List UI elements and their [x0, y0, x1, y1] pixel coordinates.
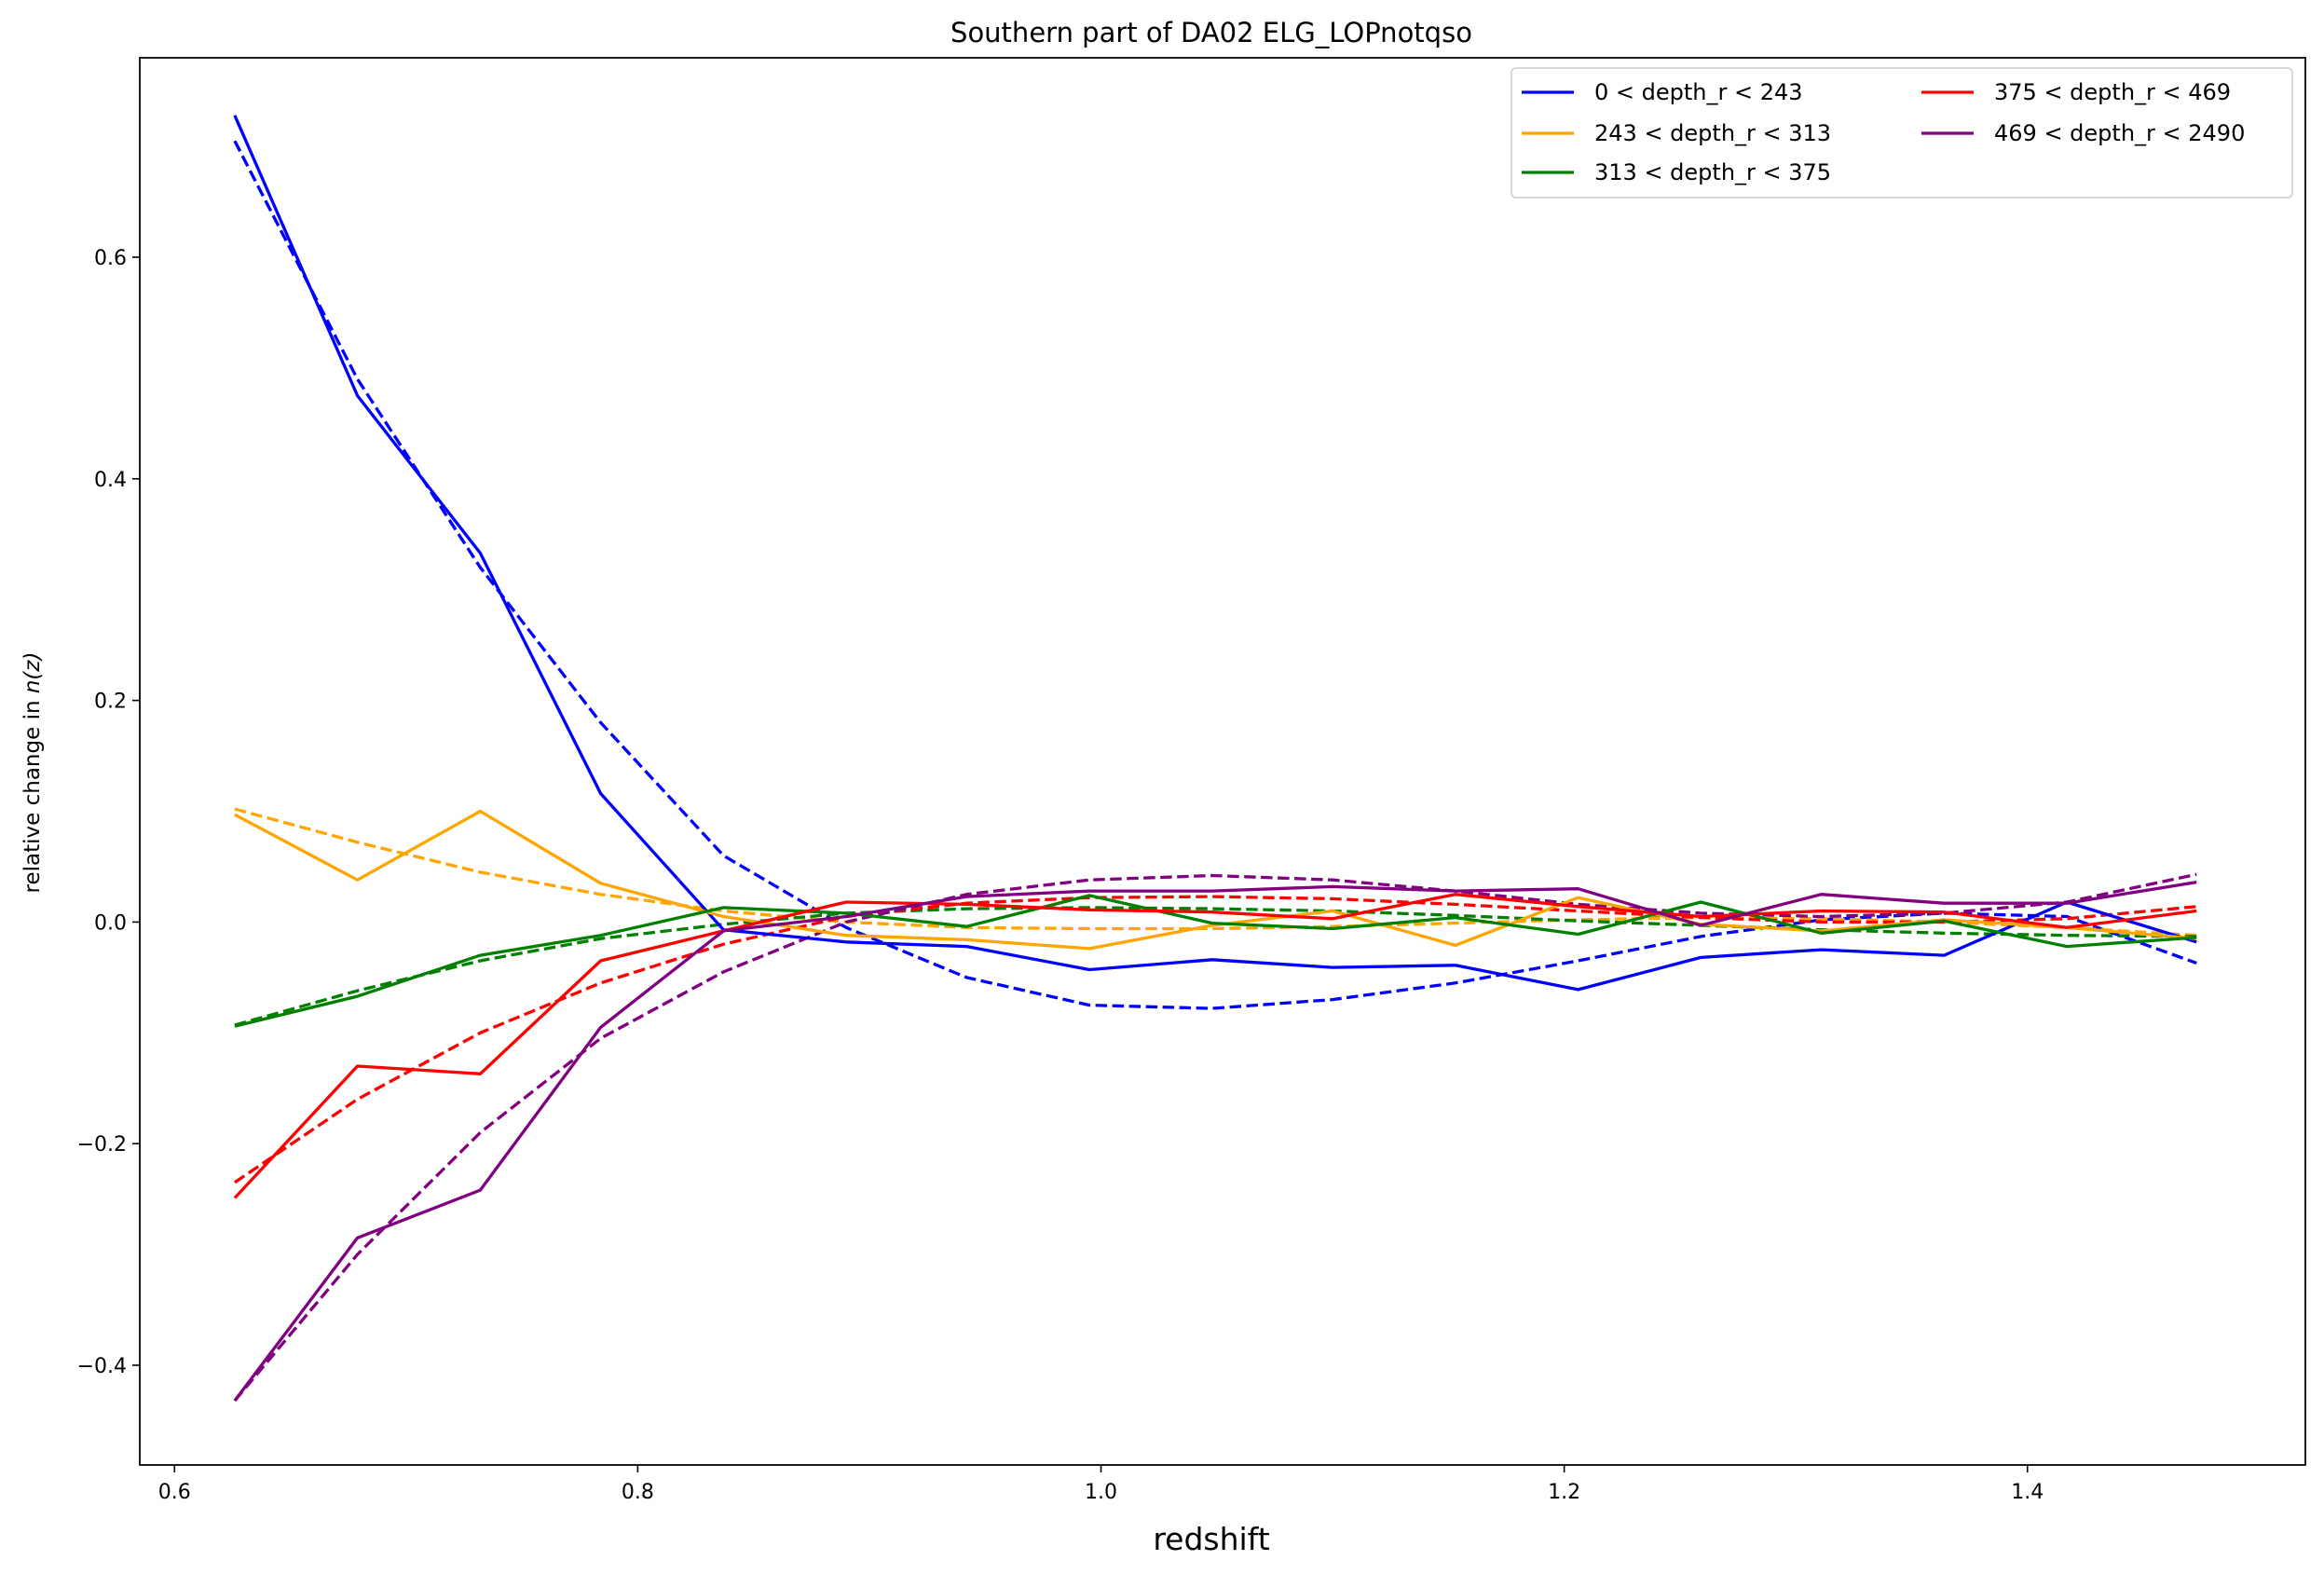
y-axis-label: relative change in n(z) — [21, 652, 45, 894]
series-3-line — [233, 893, 2197, 1199]
chart-title: Southern part of DA02 ELG_LOPnotqso — [950, 17, 1472, 48]
plot-layer: 0.6 0.8 1.0 1.2 1.4 −0.4 −0.2 0.0 0.2 0.4 0.6 — [77, 57, 2306, 1504]
y-tick-label: 0.6 — [94, 247, 127, 270]
legend-label-4: 469 < depth_r < 2490 — [1994, 120, 2245, 146]
legend-label-1: 243 < depth_r < 313 — [1594, 120, 1831, 146]
x-tick-label: 1.4 — [2011, 1481, 2044, 1504]
y-tick-label: 0.4 — [94, 469, 127, 492]
legend: 0 < depth_r < 243 243 < depth_r < 313 313 … — [1511, 67, 2293, 198]
series-2-line — [234, 894, 2197, 1028]
axes-frame — [139, 57, 2306, 1466]
y-tick-label: −0.2 — [77, 1133, 127, 1157]
series-0-line — [233, 115, 2197, 992]
legend-label-3: 375 < depth_r < 469 — [1994, 79, 2231, 105]
x-axis-label: redshift — [1153, 1521, 1269, 1557]
y-tick-label: −0.4 — [77, 1355, 127, 1378]
x-tick-label: 0.6 — [158, 1481, 191, 1504]
series-4-fit-line — [233, 872, 2197, 1403]
series-1-line — [234, 809, 2197, 951]
y-tick-label: 0.2 — [94, 691, 127, 714]
y-axis-label-text: relative change in — [21, 693, 45, 893]
series-2-fit-line — [234, 906, 2197, 1027]
legend-label-0: 0 < depth_r < 243 — [1594, 79, 1803, 105]
x-tick-label: 1.0 — [1085, 1481, 1117, 1504]
x-tick-label: 0.8 — [622, 1481, 654, 1504]
series-4-line — [233, 880, 2197, 1402]
y-axis-label-math: n(z) — [21, 652, 45, 694]
x-tick-label: 1.2 — [1548, 1481, 1580, 1504]
y-tick-label: 0.0 — [94, 911, 127, 935]
series-0-fit-line — [233, 140, 2197, 1010]
legend-label-2: 313 < depth_r < 375 — [1594, 159, 1831, 185]
legend-box — [1511, 67, 2293, 198]
